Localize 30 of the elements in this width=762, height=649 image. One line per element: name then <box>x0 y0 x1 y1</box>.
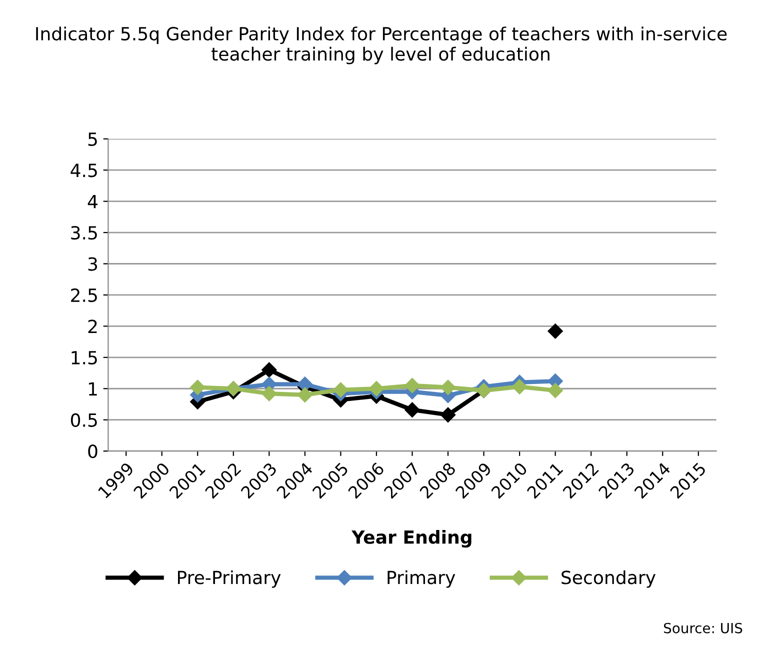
point <box>333 382 348 398</box>
point <box>512 379 528 394</box>
source-note: Source: UIS <box>664 622 742 634</box>
point <box>262 386 277 402</box>
legend-label: Primary <box>388 570 456 588</box>
point <box>368 381 384 396</box>
y-tick-label: 5 <box>88 132 97 146</box>
y-tick-label: 2.5 <box>71 288 97 302</box>
point <box>440 407 456 422</box>
x-axis-title: Year Ending <box>352 530 472 548</box>
y-tick-label: 3 <box>88 257 98 271</box>
point <box>548 382 563 398</box>
legend-label: Secondary <box>562 570 656 588</box>
point <box>297 387 313 402</box>
y-tick-label: 3.5 <box>71 226 97 240</box>
point <box>190 380 206 395</box>
point <box>548 324 563 339</box>
y-tick-label: 0.5 <box>70 413 97 427</box>
y-tick-label: 0 <box>88 444 98 458</box>
point <box>262 362 277 378</box>
y-tick-label: 4 <box>88 195 98 208</box>
point <box>404 402 420 418</box>
y-tick-label: 2 <box>88 320 97 334</box>
chart-title: Indicator 5.5q Gender Parity Index for Percentage of teachers with in-service teacher training by level of education <box>36 26 727 64</box>
point <box>440 380 456 395</box>
y-tick-label: 1.5 <box>72 351 97 365</box>
legend-label: Pre-Primary <box>178 570 281 588</box>
point <box>404 378 420 394</box>
y-tick-label: 4.5 <box>70 164 97 178</box>
y-tick-label: 1 <box>88 382 97 396</box>
